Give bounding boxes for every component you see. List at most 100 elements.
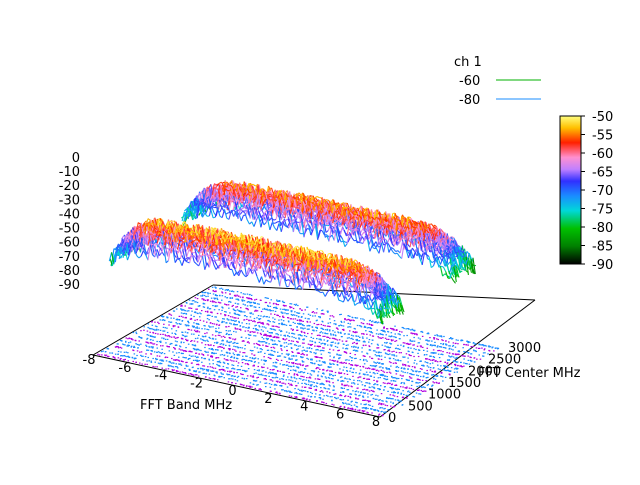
floor-point [338, 373, 340, 374]
floor-point [327, 326, 329, 327]
floor-point [408, 391, 410, 392]
floor-point [215, 294, 217, 295]
floor-point [389, 351, 391, 352]
floor-point [296, 304, 298, 305]
floor-point [209, 308, 211, 309]
floor-point [292, 358, 294, 359]
floor-point [208, 371, 210, 372]
floor-point [210, 345, 212, 346]
floor-point [295, 370, 297, 371]
floor-point [147, 331, 149, 332]
floor-point [177, 337, 179, 338]
floor-point [317, 335, 319, 336]
floor-point [323, 402, 325, 403]
floor-point [373, 398, 375, 399]
floor-point [263, 367, 265, 368]
floor-point [228, 374, 230, 375]
floor-point [343, 325, 345, 326]
floor-point [134, 353, 136, 354]
floor-point [260, 333, 262, 334]
floor-point [195, 349, 197, 350]
floor-point [185, 347, 187, 348]
floor-point [233, 365, 235, 366]
floor-point [150, 342, 152, 343]
floor-point [340, 332, 342, 333]
floor-point [379, 367, 381, 368]
floor-point [313, 352, 315, 353]
floor-point [397, 348, 399, 349]
floor-point [165, 335, 167, 336]
floor-point [379, 363, 381, 364]
floor-point [257, 347, 259, 348]
floor-point [196, 357, 198, 358]
floor-point [422, 336, 424, 337]
floor-point [242, 347, 244, 348]
floor-point [485, 345, 487, 346]
floor-point [270, 387, 272, 388]
floor-point [317, 349, 319, 350]
floor-point [413, 333, 415, 334]
floor-point [375, 383, 377, 384]
floor-point [354, 342, 356, 343]
floor-point [414, 360, 416, 361]
floor-point [179, 348, 181, 349]
floor-point [250, 331, 252, 332]
floor-point [399, 334, 401, 335]
floor-point [288, 379, 290, 380]
floor-point [479, 354, 481, 355]
floor-point [273, 303, 275, 304]
floor-point [286, 313, 288, 314]
floor-point [146, 360, 148, 361]
floor-point [294, 333, 296, 334]
floor-point [175, 341, 177, 342]
floor-point [417, 390, 419, 391]
floor-point [186, 365, 188, 366]
floor-point [289, 336, 291, 337]
floor-point [286, 365, 288, 366]
floor-point [307, 322, 309, 323]
floor-point [163, 338, 165, 339]
floor-point [372, 325, 374, 326]
floor-point [348, 337, 350, 338]
floor-point [408, 395, 410, 396]
floor-point [233, 331, 235, 332]
floor-point [409, 392, 411, 393]
floor-point [283, 302, 285, 303]
floor-point [335, 335, 337, 336]
floor-point [265, 327, 267, 328]
floor-point [145, 345, 147, 346]
floor-point [385, 338, 387, 339]
floor-point [162, 334, 164, 335]
floor-point [322, 392, 324, 393]
floor-point [213, 363, 215, 364]
floor-point [432, 352, 434, 353]
floor-point [443, 343, 445, 344]
floor-point [177, 359, 179, 360]
floor-point [342, 391, 344, 392]
floor-point [213, 345, 215, 346]
floor-point [331, 342, 333, 343]
floor-point [288, 344, 290, 345]
floor-point [248, 338, 250, 339]
floor-point [215, 328, 217, 329]
floor-point [264, 375, 266, 376]
floor-point [208, 319, 210, 320]
floor-point [268, 310, 270, 311]
floor-point [445, 348, 447, 349]
floor-point [397, 388, 399, 389]
floor-point [201, 362, 203, 363]
floor-point [300, 378, 302, 379]
floor-point [281, 345, 283, 346]
floor-point [376, 399, 378, 400]
floor-point [279, 385, 281, 386]
floor-point [369, 405, 371, 406]
floor-point [469, 357, 471, 358]
floor-point [238, 310, 240, 311]
floor-point [142, 356, 144, 357]
floor-point [188, 344, 190, 345]
floor-point [310, 321, 312, 322]
floor-point [332, 371, 334, 372]
floor-point [225, 322, 227, 323]
floor-point [377, 336, 379, 337]
floor-point [179, 316, 181, 317]
